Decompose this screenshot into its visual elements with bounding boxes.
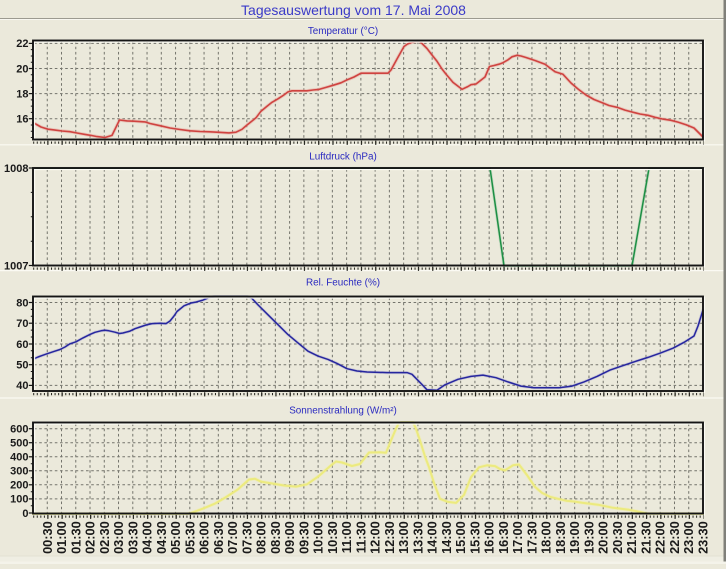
svg-text:20:00: 20:00 xyxy=(596,521,611,554)
svg-text:15:00: 15:00 xyxy=(453,521,468,554)
svg-text:Sonnenstrahlung (W/m²): Sonnenstrahlung (W/m²) xyxy=(289,405,397,416)
svg-text:19:00: 19:00 xyxy=(567,521,582,554)
svg-text:200: 200 xyxy=(10,480,28,492)
svg-text:11:30: 11:30 xyxy=(353,521,368,553)
svg-text:07:30: 07:30 xyxy=(239,521,254,554)
svg-text:22:30: 22:30 xyxy=(667,521,682,554)
svg-text:04:00: 04:00 xyxy=(140,521,155,554)
svg-text:10:00: 10:00 xyxy=(311,521,326,554)
svg-text:06:30: 06:30 xyxy=(211,521,226,554)
svg-text:02:00: 02:00 xyxy=(83,521,98,554)
svg-text:00:30: 00:30 xyxy=(40,521,55,554)
svg-text:23:30: 23:30 xyxy=(696,521,711,554)
svg-text:300: 300 xyxy=(10,466,28,478)
svg-text:06:00: 06:00 xyxy=(197,521,212,554)
svg-text:400: 400 xyxy=(10,452,28,464)
svg-text:19:30: 19:30 xyxy=(581,521,596,554)
svg-text:23:00: 23:00 xyxy=(681,521,696,554)
svg-text:13:00: 13:00 xyxy=(396,521,411,554)
svg-text:08:30: 08:30 xyxy=(268,521,283,554)
svg-text:20: 20 xyxy=(16,63,28,75)
svg-text:12:00: 12:00 xyxy=(368,521,383,554)
svg-text:14:30: 14:30 xyxy=(439,521,454,554)
svg-text:07:00: 07:00 xyxy=(225,521,240,554)
svg-text:0: 0 xyxy=(22,508,28,520)
svg-text:Temperatur (°C): Temperatur (°C) xyxy=(308,26,378,37)
svg-text:Rel. Feuchte (%): Rel. Feuchte (%) xyxy=(306,278,380,289)
svg-text:Luftdruck (hPa): Luftdruck (hPa) xyxy=(309,151,377,162)
svg-text:17:00: 17:00 xyxy=(510,521,525,554)
svg-text:22: 22 xyxy=(16,38,28,50)
svg-text:12:30: 12:30 xyxy=(382,521,397,554)
svg-text:600: 600 xyxy=(10,424,28,436)
svg-text:Tagesauswertung vom 17. Mai 20: Tagesauswertung vom 17. Mai 2008 xyxy=(241,2,466,18)
svg-text:05:30: 05:30 xyxy=(182,521,197,554)
svg-text:21:30: 21:30 xyxy=(638,521,653,554)
svg-text:1008: 1008 xyxy=(4,163,28,175)
svg-text:03:00: 03:00 xyxy=(111,521,126,554)
svg-text:16:30: 16:30 xyxy=(496,521,511,554)
svg-text:100: 100 xyxy=(10,494,28,506)
svg-text:22:00: 22:00 xyxy=(653,521,668,554)
svg-text:10:30: 10:30 xyxy=(325,521,340,554)
svg-text:13:30: 13:30 xyxy=(410,521,425,554)
svg-text:70: 70 xyxy=(16,318,28,330)
svg-text:40: 40 xyxy=(16,380,28,392)
svg-text:08:00: 08:00 xyxy=(254,521,269,554)
svg-text:80: 80 xyxy=(16,297,28,309)
svg-text:17:30: 17:30 xyxy=(524,521,539,554)
svg-text:09:30: 09:30 xyxy=(296,521,311,554)
svg-text:01:00: 01:00 xyxy=(54,521,69,554)
svg-text:11:00: 11:00 xyxy=(339,521,354,553)
svg-text:05:00: 05:00 xyxy=(168,521,183,554)
svg-text:20:30: 20:30 xyxy=(610,521,625,554)
svg-text:21:00: 21:00 xyxy=(624,521,639,554)
svg-text:500: 500 xyxy=(10,438,28,450)
svg-text:09:00: 09:00 xyxy=(282,521,297,554)
svg-text:02:30: 02:30 xyxy=(97,521,112,554)
svg-text:03:30: 03:30 xyxy=(125,521,140,554)
svg-text:14:00: 14:00 xyxy=(425,521,440,554)
svg-text:04:30: 04:30 xyxy=(154,521,169,554)
svg-text:16: 16 xyxy=(16,114,28,126)
svg-text:18: 18 xyxy=(16,88,28,100)
svg-text:01:30: 01:30 xyxy=(68,521,83,554)
svg-text:18:30: 18:30 xyxy=(553,521,568,554)
svg-text:16:00: 16:00 xyxy=(482,521,497,554)
svg-text:60: 60 xyxy=(16,339,28,351)
svg-text:15:30: 15:30 xyxy=(467,521,482,554)
svg-text:1007: 1007 xyxy=(4,260,28,272)
svg-text:50: 50 xyxy=(16,360,28,372)
svg-text:18:00: 18:00 xyxy=(539,521,554,554)
